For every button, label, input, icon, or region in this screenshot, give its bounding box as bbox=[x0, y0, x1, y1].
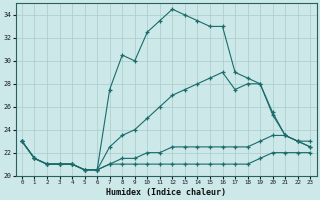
X-axis label: Humidex (Indice chaleur): Humidex (Indice chaleur) bbox=[106, 188, 226, 197]
